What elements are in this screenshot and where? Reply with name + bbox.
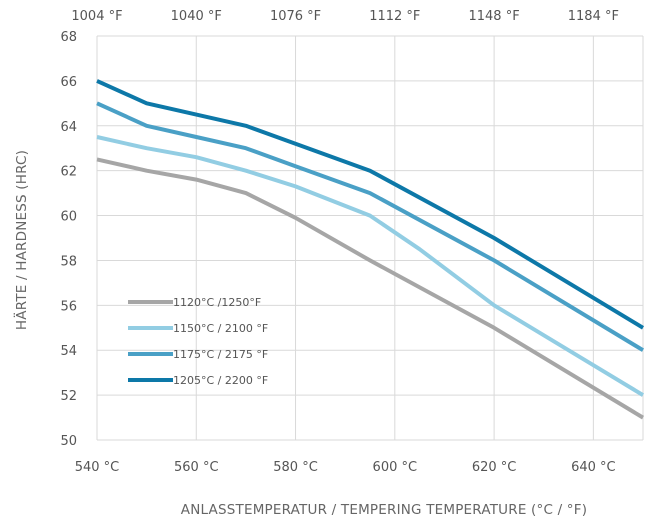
y-tick-label: 68: [60, 30, 77, 45]
x-tick-label: 580 °C: [273, 460, 318, 475]
y-tick-label: 60: [60, 210, 77, 225]
x2-tick-label: 1112 °F: [369, 9, 420, 24]
tick-labels: 50 52 54 56 58 60 62 64 66 68 540 °C 560 °C 580 °C 60…: [60, 9, 619, 475]
series-line: [96, 135, 645, 397]
series-line: [96, 101, 645, 352]
x-tick-label: 600 °C: [373, 460, 418, 475]
y-tick-label: 66: [60, 75, 77, 90]
y-tick-label: 62: [60, 165, 77, 180]
legend-label: 1205°C / 2200 °F: [173, 374, 268, 387]
x-tick-label: 540 °C: [75, 460, 120, 475]
legend-label: 1120°C /1250°F: [173, 296, 261, 309]
x2-tick-label: 1184 °F: [568, 9, 619, 24]
x2-tick-label: 1004 °F: [71, 9, 122, 24]
x2-tick-label: 1076 °F: [270, 9, 321, 24]
y-tick-label: 54: [60, 344, 77, 359]
x-axis-title: ANLASSTEMPERATUR / TEMPERING TEMPERATURE…: [181, 502, 587, 518]
x-tick-label: 640 °C: [571, 460, 616, 475]
x2-tick-label: 1040 °F: [171, 9, 222, 24]
x2-tick-label: 1148 °F: [468, 9, 519, 24]
y-tick-label: 52: [60, 389, 77, 404]
series-line: [96, 157, 645, 420]
legend: 1120°C /1250°F 1150°C / 2100 °F 1175°C / 2…: [128, 296, 268, 387]
y-tick-label: 58: [60, 254, 77, 269]
series-line: [96, 79, 645, 330]
legend-label: 1175°C / 2175 °F: [173, 348, 268, 361]
y-tick-label: 50: [60, 434, 77, 449]
y-tick-label: 64: [60, 120, 77, 135]
series-lines: [96, 79, 645, 420]
y-tick-label: 56: [60, 299, 77, 314]
x-tick-label: 620 °C: [472, 460, 517, 475]
legend-label: 1150°C / 2100 °F: [173, 322, 268, 335]
x-tick-label: 560 °C: [174, 460, 219, 475]
y-axis-title: HÄRTE / HARDNESS (HRC): [12, 150, 30, 330]
